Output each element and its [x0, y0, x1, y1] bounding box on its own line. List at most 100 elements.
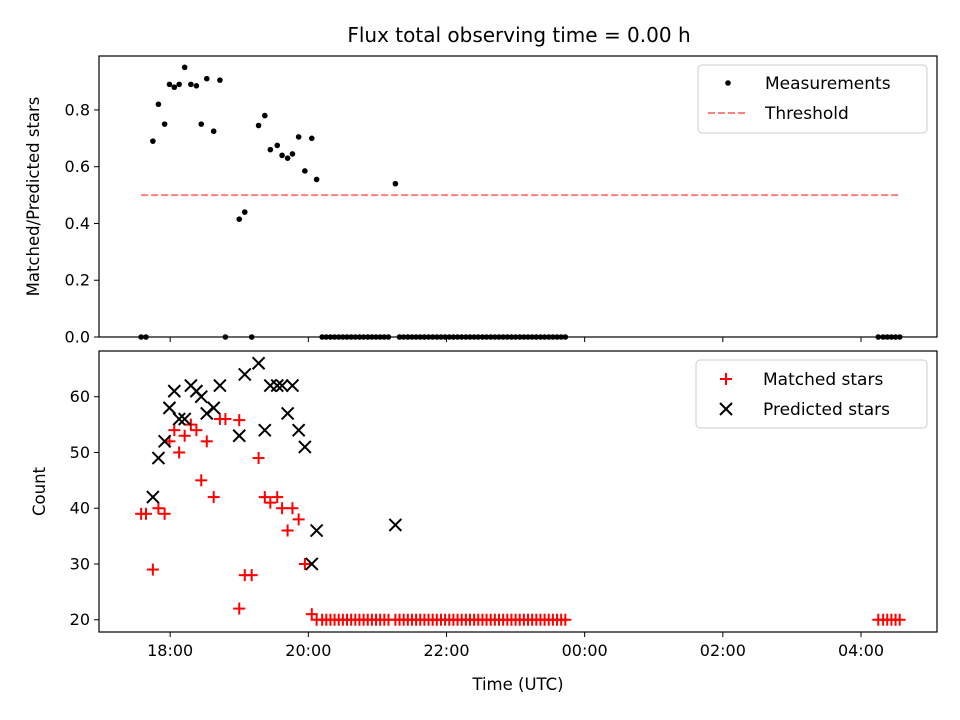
matched-stars-point [233, 414, 246, 427]
matched-stars-point [258, 491, 271, 504]
top-legend-box [697, 64, 928, 134]
predicted-stars-point [194, 390, 208, 404]
measurements-point [236, 216, 243, 223]
matched-stars-point [158, 507, 171, 520]
legend-matched-label: Matched stars [763, 370, 883, 390]
predicted-stars-point [162, 401, 177, 415]
measurements-point [267, 146, 274, 153]
top-panel-ylabel: Matched/Predicted stars [24, 97, 43, 297]
measurements-point [262, 112, 268, 119]
predicted-stars-point [177, 412, 192, 426]
bottom-panel-data [135, 356, 906, 626]
chart-title: Flux total observing time = 0.00 h [347, 23, 690, 47]
matched-stars-point [281, 524, 294, 537]
y-tick-label: 40 [70, 499, 90, 518]
x-tick-label: 02:00 [700, 641, 746, 660]
top-legend: Measurements Threshold [697, 64, 928, 134]
predicted-stars-point [151, 451, 166, 465]
measurements-point [217, 77, 223, 83]
predicted-stars-point [388, 518, 403, 532]
measurements-point [176, 81, 182, 88]
measurements-point [274, 142, 281, 149]
matched-stars-point [190, 424, 203, 437]
measurements-point [279, 152, 285, 159]
matched-stars-point [276, 502, 289, 515]
measurements-point [210, 128, 217, 135]
matched-stars-point [559, 613, 572, 626]
predicted-stars-point [157, 434, 172, 449]
predicted-stars-point [172, 412, 186, 426]
y-tick-label: 0.0 [65, 328, 90, 347]
measurements-point [392, 180, 399, 187]
measurements-point [188, 81, 194, 88]
predicted-stars-point [280, 406, 295, 421]
matched-stars-point [298, 557, 311, 570]
measurements-point [150, 138, 156, 144]
y-tick-label: 0.8 [65, 100, 90, 119]
legend-threshold-label: Threshold [764, 104, 849, 124]
y-tick-label: 60 [70, 387, 90, 406]
x-tick-label: 04:00 [838, 641, 884, 660]
y-tick-label: 0.2 [65, 271, 90, 290]
matched-stars-point [271, 491, 284, 504]
measurements-point [308, 135, 315, 142]
y-tick-label: 0.4 [65, 214, 90, 233]
top-panel: 0.00.20.40.60.8 Matched/Predicted stars … [24, 55, 938, 347]
predicted-stars-point [291, 423, 306, 437]
x-tick-label: 20:00 [285, 641, 331, 660]
bottom-panel-ticks: 18:00 20:00 22:00 00:00 02:00 04:00 20 30 40 50 60 [70, 387, 884, 660]
matched-stars-point [173, 446, 186, 459]
matched-stars-point [219, 413, 232, 426]
x-tick-label: 18:00 [147, 641, 193, 660]
legend-matched-marker [720, 373, 732, 385]
measurements-point [302, 168, 308, 174]
predicted-stars-point [251, 356, 266, 370]
matched-stars-point [178, 429, 191, 442]
x-tick-label: 22:00 [423, 641, 469, 660]
predicted-stars-point [305, 557, 319, 571]
predicted-stars-point [270, 378, 284, 393]
predicted-stars-point [285, 378, 300, 393]
matched-stars-point [264, 496, 277, 509]
bottom-legend: Matched stars Predicted stars [695, 359, 928, 429]
predicted-stars-point [298, 440, 312, 454]
bottom-legend-box [695, 359, 928, 429]
measurements-point [289, 151, 296, 157]
legend-predicted-marker [719, 402, 733, 416]
matched-stars-point [207, 491, 220, 504]
matched-stars-point [286, 502, 299, 515]
matched-stars-point [146, 563, 159, 576]
matched-stars-point [893, 613, 906, 626]
matched-stars-point [168, 424, 181, 437]
top-panel-frame [98, 55, 938, 338]
x-tick-label: 00:00 [562, 641, 608, 660]
measurements-point [203, 75, 210, 82]
matched-stars-point [152, 502, 165, 515]
bottom-panel-ylabel: Count [30, 466, 49, 516]
measurements-point [171, 84, 178, 91]
predicted-stars-point [232, 429, 246, 443]
y-tick-label: 50 [70, 443, 90, 462]
measurements-point [313, 176, 320, 183]
legend-predicted-label: Predicted stars [763, 400, 890, 420]
measurements-point [198, 121, 205, 127]
legend-measurements-label: Measurements [765, 74, 891, 94]
legend-measurements-marker [725, 80, 731, 86]
matched-stars-point [233, 602, 246, 615]
matched-stars-point [195, 474, 208, 487]
matched-stars-point [139, 507, 152, 520]
measurements-point [181, 64, 188, 71]
predicted-stars-point [238, 367, 252, 382]
y-tick-label: 0.6 [65, 157, 90, 176]
measurements-point [284, 155, 291, 161]
predicted-stars-point [258, 423, 272, 437]
bottom-panel-frame [98, 350, 938, 633]
x-axis-label: Time (UTC) [471, 675, 563, 694]
measurements-point [155, 101, 162, 108]
measurements-point [241, 209, 248, 215]
matched-stars-point [245, 569, 258, 582]
y-tick-label: 30 [70, 554, 90, 573]
measurements-point [166, 81, 173, 88]
predicted-stars-point [167, 384, 182, 398]
